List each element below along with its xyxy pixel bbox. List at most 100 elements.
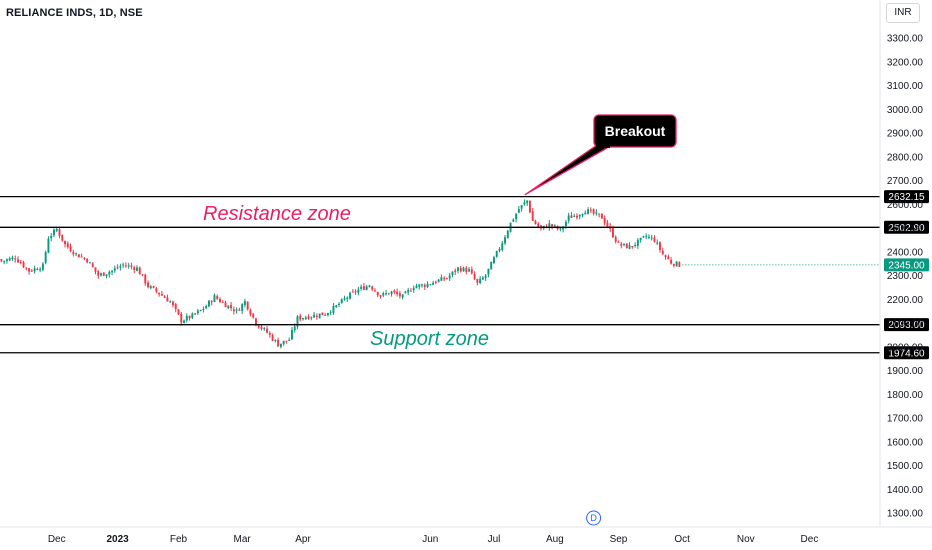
candle-body <box>175 304 177 309</box>
candle-body <box>487 269 489 275</box>
candle-body <box>468 269 470 271</box>
candle-body <box>371 287 373 290</box>
candle-body <box>438 280 440 282</box>
candle-body <box>496 251 498 257</box>
price-tick-label: 2600.00 <box>887 200 924 211</box>
candle-body <box>0 259 2 261</box>
candle-body <box>357 289 359 292</box>
support-zone-label: Support zone <box>370 328 489 350</box>
candle-body <box>100 273 102 275</box>
candle-body <box>584 213 586 215</box>
candle-body <box>70 247 72 252</box>
candle-body <box>579 215 581 216</box>
time-axis[interactable]: Dec 2023 Feb Mar Apr Jun Jul Aug Sep Oct Nov Dec <box>0 527 932 545</box>
candle-body <box>200 310 202 311</box>
candle-body <box>130 266 132 267</box>
currency-button[interactable]: INR <box>886 3 920 23</box>
candle-body <box>526 201 528 204</box>
time-tick-label: Jun <box>422 534 438 545</box>
candle-body <box>108 272 110 275</box>
candle-body <box>11 258 13 260</box>
candle-body <box>474 274 476 279</box>
candle-body <box>427 284 429 287</box>
candle-body <box>133 267 135 270</box>
candle-body <box>523 203 525 205</box>
candle-body <box>3 261 5 262</box>
candle-body <box>238 310 240 311</box>
candle-body <box>244 301 246 305</box>
candle-body <box>631 246 633 247</box>
candle-body <box>283 341 285 344</box>
candle-body <box>399 293 401 296</box>
candle-body <box>446 278 448 279</box>
candle-body <box>485 276 487 278</box>
candle-body <box>280 344 282 347</box>
candle-body <box>122 265 124 266</box>
time-tick-label: Apr <box>295 534 311 545</box>
candle-body <box>385 293 387 294</box>
candle-body <box>476 279 478 283</box>
candle-body <box>28 268 30 271</box>
candle-body <box>308 316 310 319</box>
candle-body <box>651 237 653 238</box>
candle-body <box>421 284 423 285</box>
candle-body <box>202 309 204 310</box>
candle-body <box>377 292 379 295</box>
candle-body <box>454 271 456 272</box>
candle-body <box>72 252 74 254</box>
price-tick-label: 3100.00 <box>887 81 924 92</box>
candle-body <box>153 286 155 288</box>
candle-body <box>64 241 66 244</box>
candle-body <box>551 224 553 226</box>
candle-body <box>194 313 196 314</box>
candle-body <box>83 258 85 259</box>
candle-body <box>299 316 301 320</box>
candle-body <box>355 291 357 292</box>
candle-body <box>103 273 105 276</box>
candle-body <box>166 297 168 301</box>
candle-body <box>626 243 628 248</box>
candle-body <box>36 269 38 270</box>
candle-body <box>463 268 465 272</box>
candle-body <box>14 259 16 260</box>
candle-body <box>582 214 584 216</box>
price-tick-label: 2800.00 <box>887 152 924 163</box>
candle-body <box>302 318 304 319</box>
price-tick-label: 1600.00 <box>887 437 924 448</box>
time-tick-label: Aug <box>546 534 564 545</box>
candle-body <box>587 209 589 213</box>
candle-body <box>620 244 622 246</box>
candle-body <box>183 321 185 323</box>
candle-body <box>180 314 182 323</box>
candle-body <box>272 335 274 341</box>
candle-body <box>285 341 287 342</box>
time-tick-label: Sep <box>610 534 628 545</box>
chart-title: RELIANCE INDS, 1D, NSE <box>6 7 143 19</box>
candle-body <box>396 292 398 295</box>
candle-body <box>349 293 351 299</box>
candle-body <box>673 264 675 266</box>
candle-body <box>50 236 52 238</box>
candle-body <box>75 253 77 254</box>
candle-body <box>213 295 215 302</box>
candle-body <box>59 229 61 236</box>
candle-body <box>393 291 395 293</box>
candle-body <box>435 282 437 283</box>
candle-body <box>39 269 41 270</box>
candle-body <box>612 228 614 237</box>
candle-body <box>570 215 572 217</box>
price-tick-label: 1700.00 <box>887 414 924 425</box>
candle-body <box>645 236 647 237</box>
candle-body <box>595 212 597 213</box>
candle-body <box>225 302 227 307</box>
candle-body <box>169 301 171 302</box>
candle-body <box>490 262 492 270</box>
candle-body <box>449 275 451 278</box>
candle-body <box>363 286 365 290</box>
candle-body <box>499 249 501 251</box>
time-tick-label: Mar <box>234 534 252 545</box>
candle-body <box>147 282 149 287</box>
candle-body <box>659 242 661 249</box>
candle-body <box>164 296 166 298</box>
